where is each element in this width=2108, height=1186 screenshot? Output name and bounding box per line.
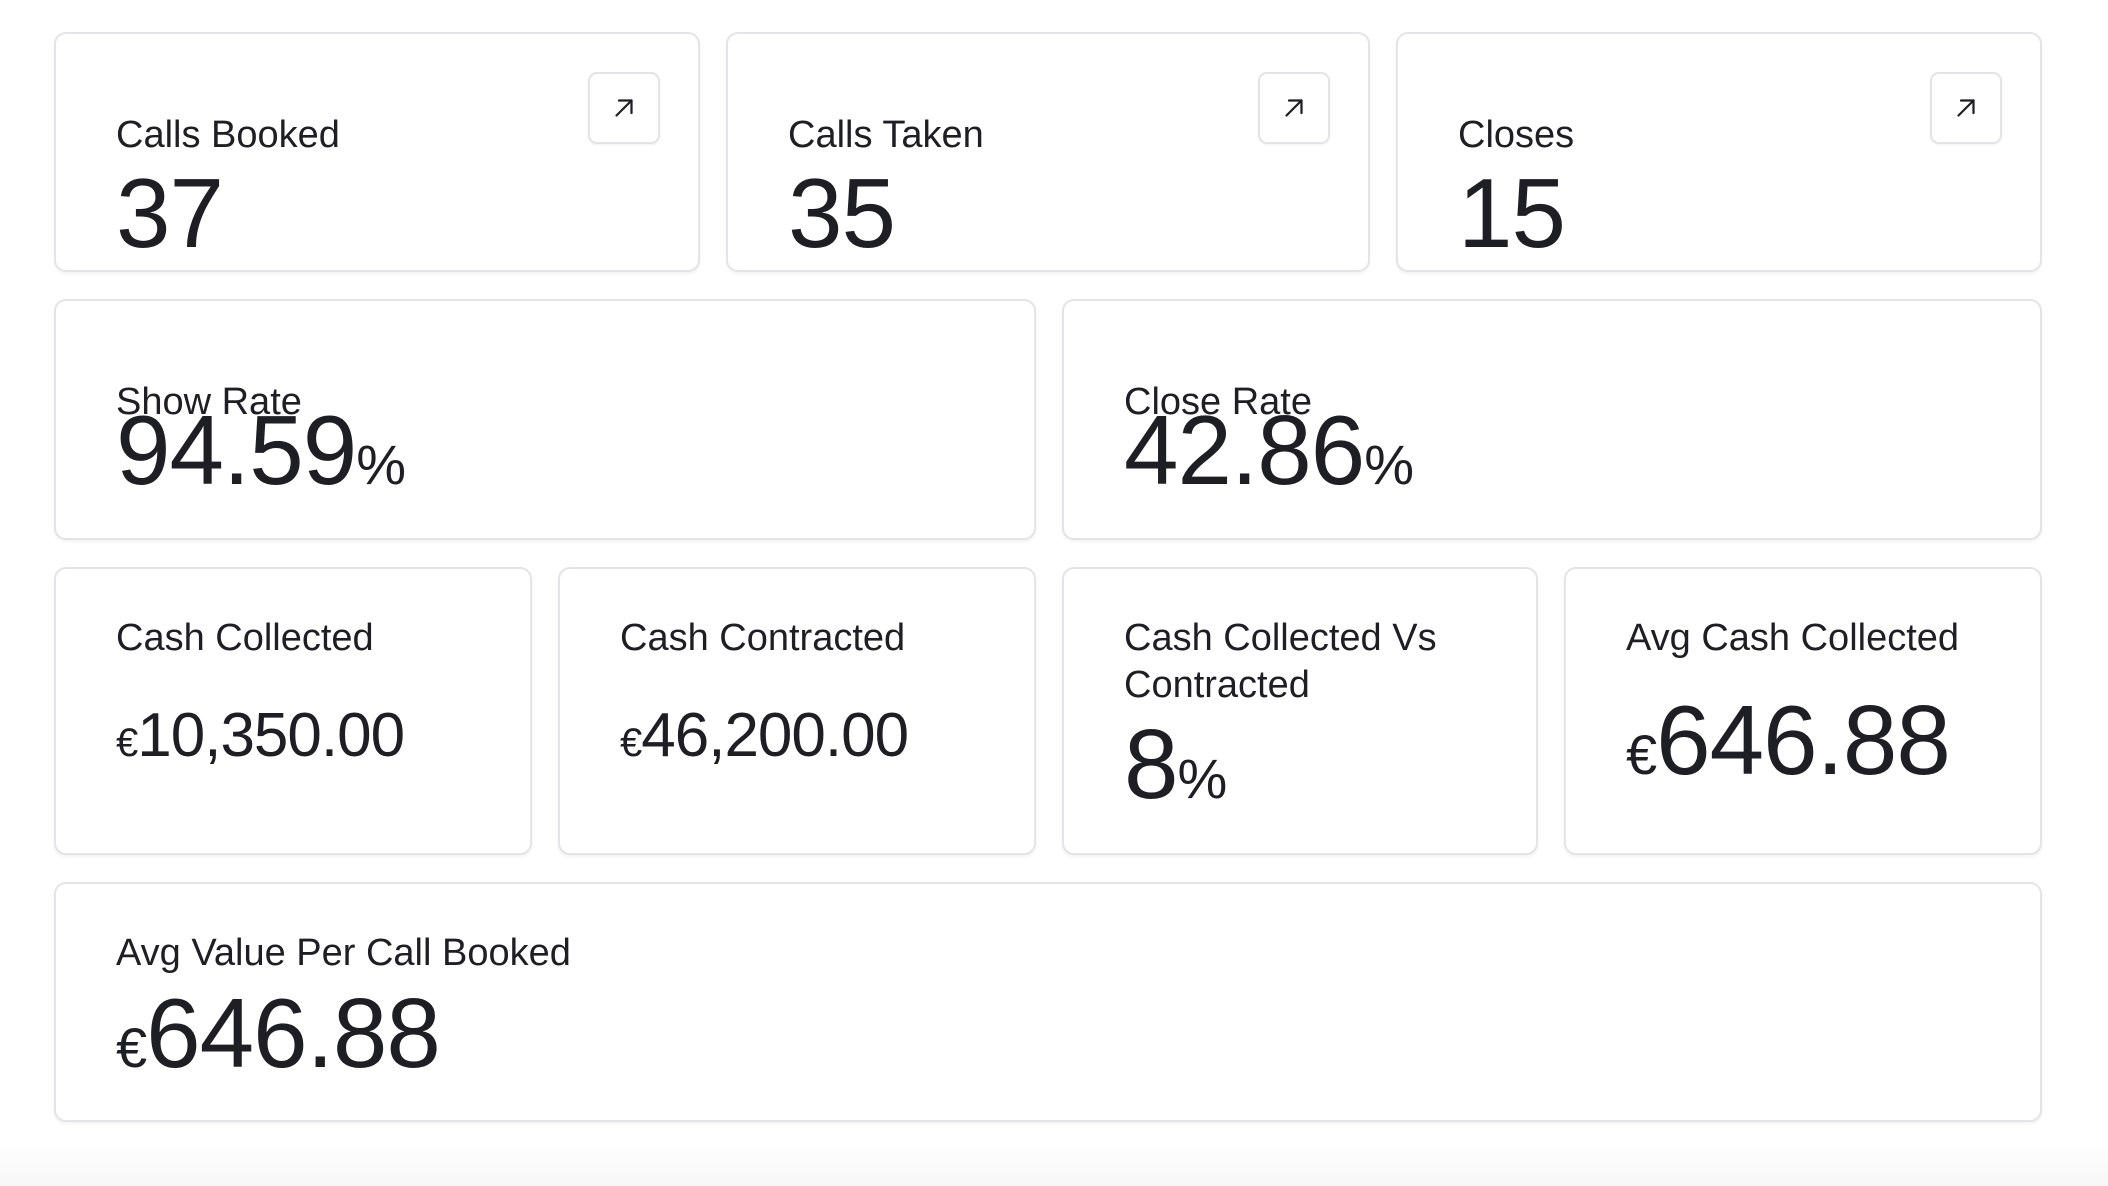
avg-cash-collected-card: Avg Cash Collected €646.88 <box>1564 567 2042 855</box>
cash-collected-value-group: €10,350.00 <box>116 705 405 774</box>
avg-value-per-call-card: Avg Value Per Call Booked €646.88 <box>54 882 2042 1122</box>
show-rate-value: 94.59 <box>116 395 357 505</box>
calls-taken-label: Calls Taken <box>788 114 984 156</box>
close-rate-label: Close Rate <box>1124 381 1312 423</box>
closes-label: Closes <box>1458 114 1575 156</box>
cash-collected-currency: € <box>116 721 138 765</box>
closes-card: Closes 15 <box>1396 32 2042 272</box>
cash-vs-contracted-label-line1: Cash Collected Vs <box>1124 617 1437 659</box>
arrow-up-right-icon <box>615 99 633 117</box>
close-rate-card: Close Rate 42.86% <box>1062 299 2042 540</box>
arrow-up-right-icon <box>1285 99 1303 117</box>
calls-taken-value: 35 <box>788 158 896 268</box>
show-rate-label: Show Rate <box>116 381 302 423</box>
cash-vs-contracted-card: Cash Collected Vs Contracted 8% <box>1062 567 1538 855</box>
close-rate-unit: % <box>1364 433 1414 496</box>
calls-booked-label: Calls Booked <box>116 114 340 156</box>
cash-contracted-currency: € <box>620 721 642 765</box>
cash-vs-contracted-value-group: 8% <box>1124 715 1228 828</box>
cash-contracted-value-group: €46,200.00 <box>620 705 909 774</box>
open-calls-booked-button[interactable] <box>588 72 660 144</box>
cash-collected-card: Cash Collected €10,350.00 <box>54 567 532 855</box>
cash-vs-contracted-unit: % <box>1177 747 1228 810</box>
cash-collected-label: Cash Collected <box>116 617 374 659</box>
avg-value-per-call-currency: € <box>116 1016 147 1079</box>
closes-value: 15 <box>1458 158 1566 268</box>
avg-cash-collected-label: Avg Cash Collected <box>1626 617 1960 659</box>
avg-cash-collected-value: 646.88 <box>1656 685 1951 795</box>
open-closes-button[interactable] <box>1930 72 2002 144</box>
avg-cash-collected-value-group: €646.88 <box>1626 691 1951 804</box>
show-rate-unit: % <box>356 433 406 496</box>
calls-booked-card: Calls Booked 37 <box>54 32 700 272</box>
avg-value-per-call-label: Avg Value Per Call Booked <box>116 932 571 974</box>
cash-contracted-value: 46,200.00 <box>641 701 909 770</box>
calls-booked-value: 37 <box>116 158 224 268</box>
show-rate-value-group: 94.59% <box>116 401 406 514</box>
cash-vs-contracted-value: 8 <box>1124 709 1179 819</box>
calls-taken-card: Calls Taken 35 <box>726 32 1370 272</box>
avg-value-per-call-value: 646.88 <box>146 978 441 1088</box>
close-rate-value: 42.86 <box>1124 395 1365 505</box>
cash-vs-contracted-label: Cash Collected Vs Contracted <box>1124 615 1437 709</box>
show-rate-card: Show Rate 94.59% <box>54 299 1036 540</box>
arrow-up-right-icon <box>1957 99 1975 117</box>
cash-contracted-label: Cash Contracted <box>620 617 906 659</box>
close-rate-value-group: 42.86% <box>1124 401 1414 514</box>
cash-vs-contracted-label-line2: Contracted <box>1124 664 1310 706</box>
avg-value-per-call-value-group: €646.88 <box>116 984 441 1097</box>
avg-cash-collected-currency: € <box>1626 723 1657 786</box>
cash-contracted-card: Cash Contracted €46,200.00 <box>558 567 1036 855</box>
open-calls-taken-button[interactable] <box>1258 72 1330 144</box>
cash-collected-value: 10,350.00 <box>137 701 405 770</box>
